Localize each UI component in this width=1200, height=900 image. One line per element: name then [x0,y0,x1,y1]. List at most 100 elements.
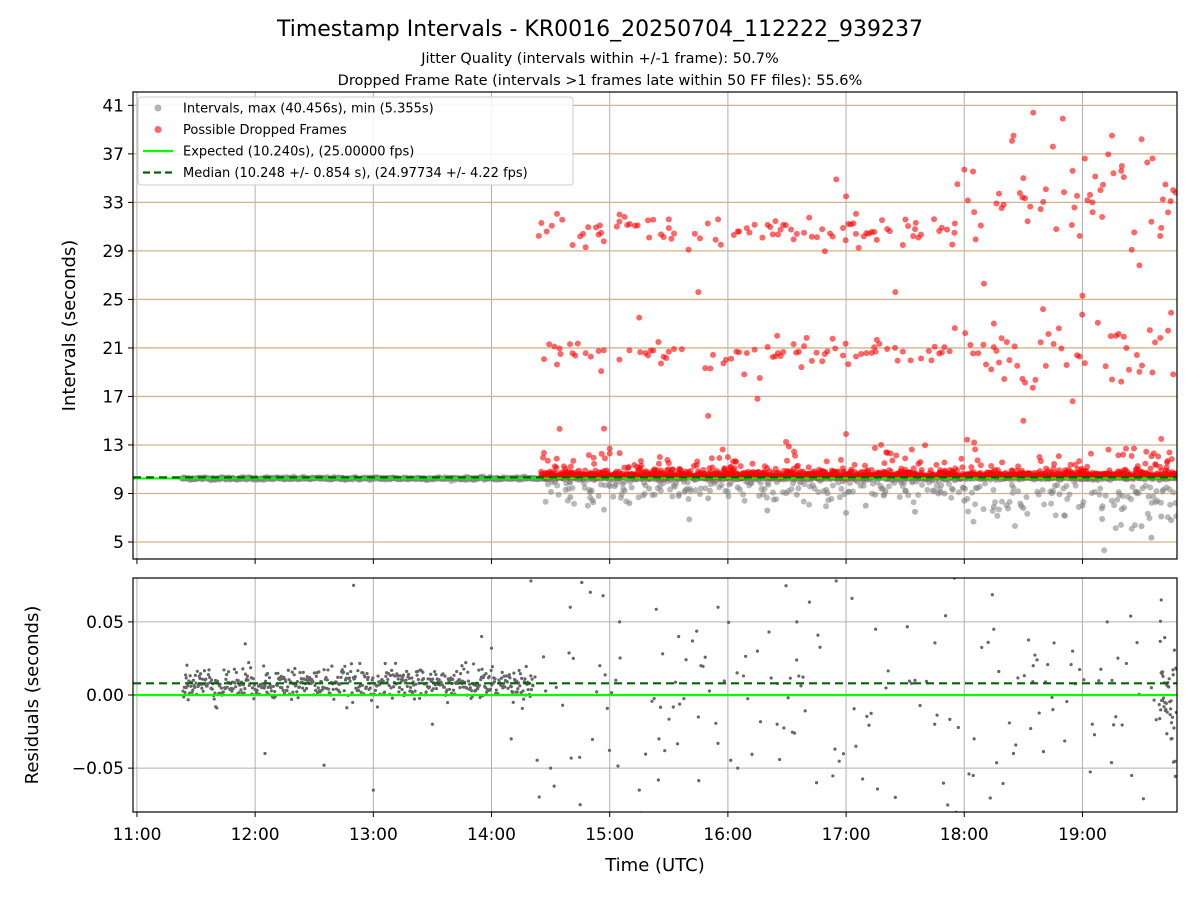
interval-point [1005,505,1012,512]
residual-point [477,668,481,672]
residual-point [1022,674,1026,678]
residual-point [1092,733,1097,737]
dropped-frame-point [1115,452,1122,459]
residual-point [907,679,912,683]
dropped-frame-point [625,464,632,471]
residual-point [837,759,841,763]
dropped-frame-point [970,168,977,175]
interval-point [1170,489,1177,496]
dropped-frame-point [1030,109,1037,116]
residual-point [916,852,919,855]
residual-point [344,676,348,680]
interval-point [547,488,554,495]
interval-point [718,482,725,489]
interval-point [686,516,693,523]
dropped-frame-point [665,216,672,223]
dropped-frame-point [938,224,945,231]
residual-point [1114,715,1118,719]
residual-point [182,695,186,699]
interval-point [685,495,692,502]
residual-point [1040,812,1043,815]
residual-point [497,678,501,682]
residual-point [509,685,513,689]
dropped-frame-point [1076,353,1083,360]
residual-point [792,731,797,735]
dropped-frame-point [842,237,849,244]
dropped-frame-point [1042,362,1049,369]
residual-point [184,673,188,677]
residual-point [226,670,231,674]
dropped-frame-point [998,335,1005,342]
residual-point [503,685,507,689]
residual-point [198,672,203,676]
dropped-frame-point [1087,450,1094,457]
residual-point [478,695,482,700]
dropped-frame-point [1027,203,1034,210]
dropped-frame-point [835,468,842,475]
residual-point [1160,698,1164,703]
dropped-frame-point [790,236,797,243]
dropped-frame-point [855,244,862,251]
dropped-frame-point [1158,435,1165,442]
residual-point [480,667,484,671]
y-tick-label: 9 [113,484,124,504]
interval-point [1158,513,1165,520]
dropped-frame-point [538,219,545,226]
residual-point [601,594,605,598]
dropped-frame-point [634,222,641,229]
residual-point [363,675,367,679]
residual-point [518,684,522,688]
residual-point [342,689,346,693]
legend-label: Intervals, max (40.456s), min (5.355s) [183,102,434,117]
dropped-frame-point [871,445,878,452]
residual-point [657,737,661,741]
interval-point [590,499,597,506]
residual-point [505,680,510,684]
residual-point [339,675,343,679]
residual-point [1014,743,1018,747]
dropped-frame-point [938,349,945,356]
residual-point [1167,685,1171,689]
residual-point [477,683,482,687]
residual-point [336,675,340,679]
residual-point [716,605,720,609]
residual-point [1033,653,1037,657]
dropped-frame-point [951,325,958,332]
dropped-frame-point [1081,155,1088,162]
interval-point [910,499,917,506]
residual-point [859,571,862,574]
residual-point [331,687,335,691]
residual-point [530,677,534,681]
residual-point [677,634,681,639]
residual-point [447,687,452,691]
dropped-frame-point [798,364,805,371]
interval-point [740,491,747,498]
interval-point [1035,491,1042,498]
interval-point [765,481,772,488]
dropped-frame-point [1003,338,1010,345]
dropped-frame-point [556,345,563,352]
residual-point [345,672,350,676]
residual-point [290,670,294,674]
dropped-frame-point [1099,213,1106,220]
dropped-frame-point [1001,375,1008,382]
residual-point [948,717,952,721]
residual-point [327,687,331,691]
chart-title: Timestamp Intervals - KR0016_20250704_11… [276,17,923,42]
x-tick-label: 11:00 [112,825,161,845]
interval-point [860,482,867,489]
dropped-frame-point [964,197,971,204]
dropped-frame-point [616,450,623,457]
dropped-frame-point [878,441,885,448]
interval-point [941,490,948,497]
residual-point [313,683,317,688]
residual-point [188,674,192,678]
interval-point [788,486,795,493]
dropped-frame-point [1079,292,1086,299]
residual-point [470,689,474,693]
interval-point [1096,491,1103,498]
residual-point [578,803,582,807]
residual-point [854,744,858,748]
residual-point [384,674,388,678]
